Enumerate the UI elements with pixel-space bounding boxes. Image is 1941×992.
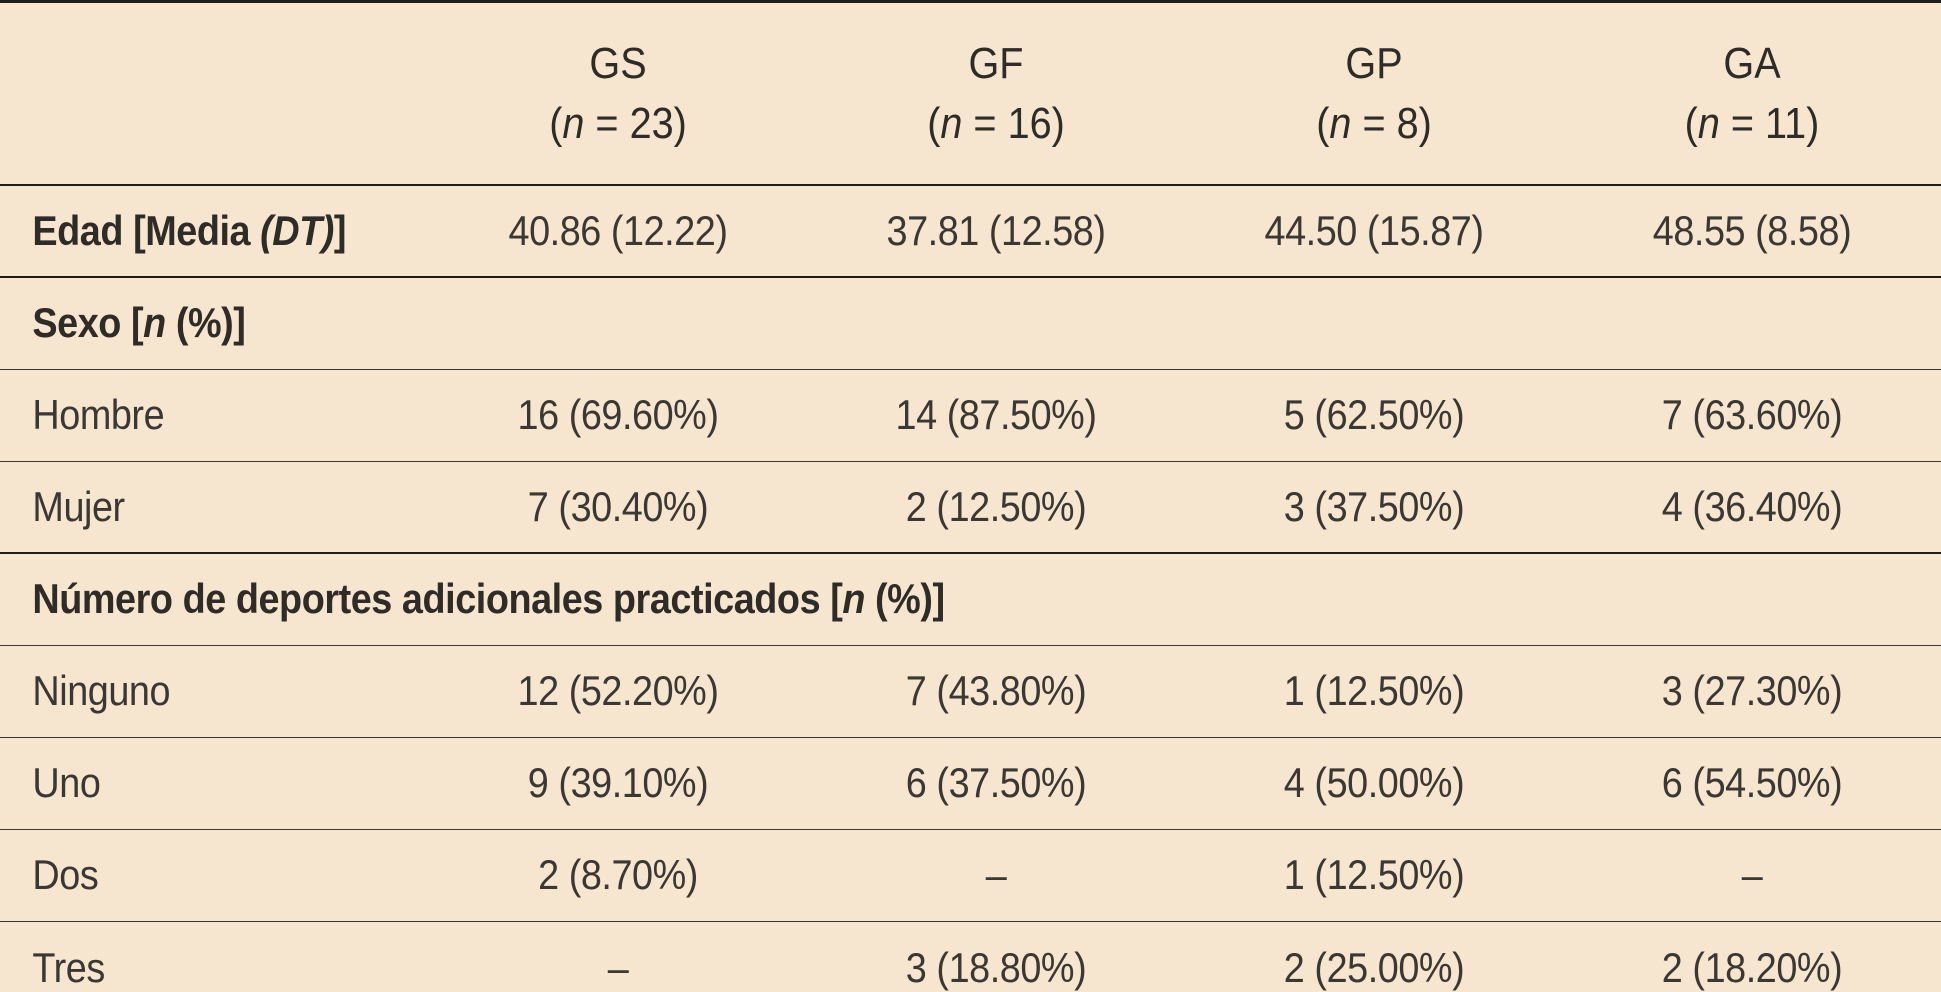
row-label: Ninguno: [32, 667, 171, 715]
table-cell: 2 (18.20%): [1661, 943, 1843, 991]
row-label: Tres: [32, 943, 105, 991]
table-cell: 3 (18.80%): [905, 943, 1087, 991]
table-row-edad: Edad [Media (DT)] 40.86 (12.22) 37.81 (1…: [0, 186, 1941, 278]
table-cell: 44.50 (15.87): [1264, 206, 1484, 254]
column-header-gs: GS (n = 23): [448, 34, 788, 154]
column-header-gp: GP (n = 8): [1204, 34, 1544, 154]
table-cell: 37.81 (12.58): [886, 206, 1106, 254]
table-cell: 7 (43.80%): [905, 667, 1087, 715]
table-cell: 3 (27.30%): [1661, 667, 1843, 715]
table-row: Ninguno 12 (52.20%) 7 (43.80%) 1 (12.50%…: [0, 646, 1941, 738]
table-cell: 2 (8.70%): [538, 851, 698, 899]
row-label: Mujer: [32, 482, 125, 530]
table-cell: 1 (12.50%): [1283, 667, 1465, 715]
row-label: Uno: [32, 759, 101, 807]
table-cell: 4 (50.00%): [1283, 759, 1465, 807]
table-row: Mujer 7 (30.40%) 2 (12.50%) 3 (37.50%) 4…: [0, 462, 1941, 554]
table-cell: –: [607, 943, 629, 991]
table-cell: –: [1741, 851, 1763, 899]
table-cell: 7 (30.40%): [527, 482, 709, 530]
column-header-name: GF: [968, 38, 1024, 88]
section-header-deportes: Número de deportes adicionales practicad…: [0, 554, 1941, 646]
table-cell: 2 (12.50%): [905, 482, 1087, 530]
column-header-gf: GF (n = 16): [826, 34, 1166, 154]
table-row: Uno 9 (39.10%) 6 (37.50%) 4 (50.00%) 6 (…: [0, 738, 1941, 830]
table-row: Dos 2 (8.70%) – 1 (12.50%) –: [0, 830, 1941, 922]
column-header-name: GA: [1723, 38, 1781, 88]
table-header-row: GS (n = 23) GF (n = 16) GP (n = 8) GA (n…: [0, 3, 1941, 186]
column-header-ga: GA (n = 11): [1582, 34, 1922, 154]
table-row: Hombre 16 (69.60%) 14 (87.50%) 5 (62.50%…: [0, 370, 1941, 462]
column-header-n: (n = 11): [1684, 98, 1820, 148]
section-header-sexo: Sexo [n (%)]: [0, 278, 1941, 370]
table-cell: 40.86 (12.22): [508, 206, 728, 254]
section-label-deportes: Número de deportes adicionales practicad…: [32, 575, 945, 623]
column-header-n: (n = 16): [927, 98, 1065, 148]
table-cell: 1 (12.50%): [1283, 851, 1465, 899]
table-cell: 12 (52.20%): [517, 667, 719, 715]
table-cell: 4 (36.40%): [1661, 482, 1843, 530]
table-cell: 5 (62.50%): [1283, 391, 1465, 439]
table-cell: 14 (87.50%): [895, 391, 1097, 439]
table-cell: 6 (37.50%): [905, 759, 1087, 807]
column-header-n: (n = 23): [549, 98, 687, 148]
column-header-name: GS: [589, 38, 647, 88]
table-cell: 48.55 (8.58): [1652, 206, 1852, 254]
table-cell: 7 (63.60%): [1661, 391, 1843, 439]
table-cell: 9 (39.10%): [527, 759, 709, 807]
table-cell: 2 (25.00%): [1283, 943, 1465, 991]
row-label: Dos: [32, 851, 99, 899]
row-label: Hombre: [32, 391, 165, 439]
table-cell: –: [985, 851, 1007, 899]
row-label-edad: Edad [Media (DT)]: [32, 206, 347, 254]
table-row: Tres – 3 (18.80%) 2 (25.00%) 2 (18.20%): [0, 922, 1941, 992]
table-cell: 3 (37.50%): [1283, 482, 1465, 530]
table-cell: 16 (69.60%): [517, 391, 719, 439]
table-cell: 6 (54.50%): [1661, 759, 1843, 807]
column-header-n: (n = 8): [1316, 98, 1432, 148]
section-label-sexo: Sexo [n (%)]: [32, 299, 246, 347]
column-header-name: GP: [1345, 38, 1403, 88]
